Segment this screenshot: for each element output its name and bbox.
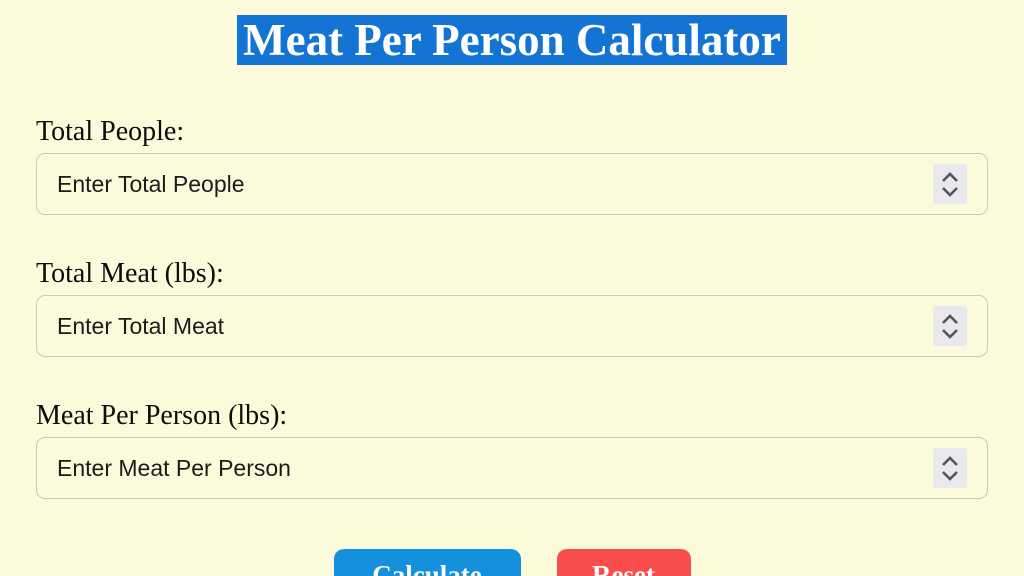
total-meat-input[interactable]	[37, 296, 987, 356]
total-people-label: Total People:	[36, 116, 185, 147]
chevron-up-icon	[942, 455, 958, 466]
calculate-button[interactable]: Calculate	[333, 549, 521, 576]
total-meat-group: Total Meat (lbs):	[36, 255, 988, 357]
meat-per-person-input[interactable]	[37, 438, 987, 498]
total-people-group: Total People:	[36, 113, 988, 215]
reset-button[interactable]: Reset	[556, 549, 691, 576]
page-title: Meat Per Person Calculator	[0, 12, 1024, 69]
calculator-form: Total People: Total Meat (lbs):	[36, 113, 988, 576]
total-meat-input-wrap	[36, 295, 988, 357]
total-meat-label: Total Meat (lbs):	[36, 258, 224, 289]
page-title-highlighted-text: Meat Per Person Calculator	[237, 15, 787, 65]
action-buttons-row: Calculate Reset	[36, 549, 988, 576]
chevron-down-icon	[942, 470, 958, 481]
total-people-input-wrap	[36, 153, 988, 215]
meat-per-person-input-wrap	[36, 437, 988, 499]
total-people-input[interactable]	[37, 154, 987, 214]
meat-per-person-label: Meat Per Person (lbs):	[36, 400, 288, 431]
meat-per-person-stepper[interactable]	[933, 448, 967, 488]
chevron-down-icon	[942, 328, 958, 339]
meat-calculator-page: Meat Per Person Calculator Total People:…	[0, 12, 1024, 576]
chevron-down-icon	[942, 186, 958, 197]
chevron-up-icon	[942, 313, 958, 324]
total-meat-stepper[interactable]	[933, 306, 967, 346]
meat-per-person-group: Meat Per Person (lbs):	[36, 397, 988, 499]
total-people-stepper[interactable]	[933, 164, 967, 204]
chevron-up-icon	[942, 171, 958, 182]
